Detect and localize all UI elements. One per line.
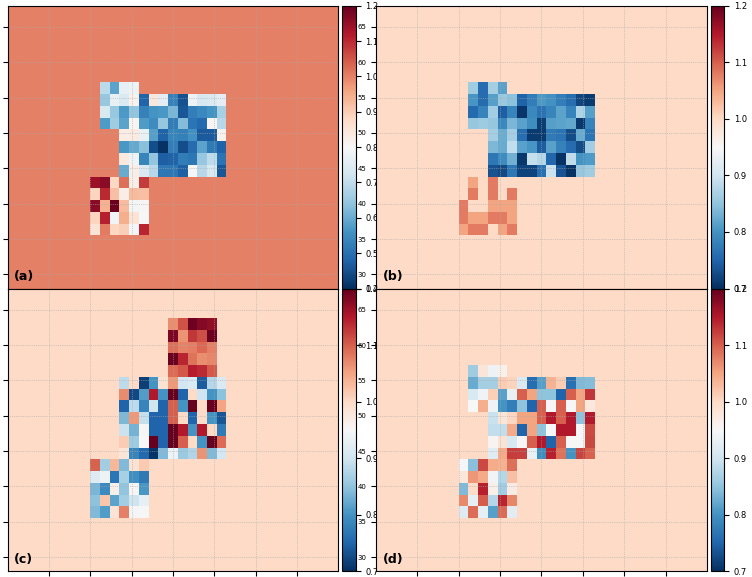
Text: (b): (b) (383, 270, 403, 283)
Text: (d): (d) (383, 553, 403, 565)
Text: (c): (c) (14, 553, 33, 565)
Text: (a): (a) (14, 270, 35, 283)
